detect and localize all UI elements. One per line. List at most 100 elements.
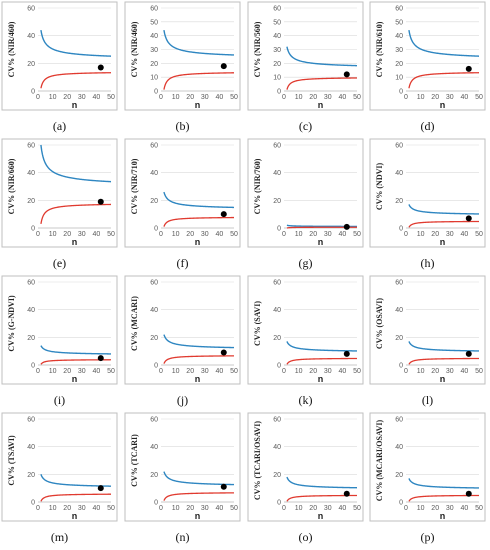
- x-tick-label: 10: [49, 505, 57, 512]
- y-tick-label: 60: [395, 280, 403, 287]
- lower-series-line: [408, 72, 480, 89]
- y-axis-label: CV% (TSAVI): [7, 435, 16, 486]
- chart-panel-o: 0 20 40 60 0 10 20 30 40 50 n CV% (TCARI/OSAVI) (o): [247, 412, 364, 544]
- observed-point: [343, 490, 350, 497]
- chart-panel-c: 0 10 20 30 40 50 60 0 10 20 30 40 50 n CV% (NIR/560) (c…: [247, 1, 364, 133]
- y-tick-label: 0: [154, 226, 158, 233]
- y-tick-label: 40: [273, 307, 281, 314]
- y-tick-label: 60: [150, 6, 158, 13]
- x-axis-label: n: [318, 237, 324, 247]
- y-tick-label: 10: [395, 75, 403, 82]
- x-tick-label: 50: [353, 94, 361, 101]
- y-tick-label: 30: [395, 47, 403, 54]
- panel-caption: (b): [176, 119, 190, 133]
- y-tick-label: 40: [150, 170, 158, 177]
- panel-caption: (a): [53, 119, 66, 133]
- x-tick-label: 10: [295, 94, 303, 101]
- x-axis-label: n: [72, 100, 78, 110]
- y-tick-label: 60: [273, 6, 281, 13]
- y-tick-label: 0: [399, 500, 403, 507]
- x-tick-label: 30: [446, 94, 454, 101]
- panel-caption: (m): [51, 530, 68, 544]
- x-tick-label: 0: [404, 505, 408, 512]
- panel-caption: (f): [177, 256, 189, 270]
- panel-caption: (i): [54, 393, 65, 407]
- x-tick-label: 10: [172, 505, 180, 512]
- x-tick-label: 20: [431, 505, 439, 512]
- y-tick-label: 20: [395, 61, 403, 68]
- x-axis-label: n: [440, 237, 446, 247]
- y-tick-label: 40: [395, 444, 403, 451]
- y-tick-label: 60: [150, 280, 158, 287]
- upper-series-line: [408, 204, 480, 215]
- observed-point: [97, 198, 104, 205]
- panel-frame: [1, 275, 118, 385]
- x-tick-label: 30: [201, 505, 209, 512]
- y-tick-label: 60: [273, 143, 281, 150]
- x-tick-label: 40: [339, 231, 347, 238]
- panel-caption: (p): [421, 530, 435, 544]
- lower-series-line: [408, 220, 479, 228]
- x-tick-label: 50: [475, 505, 483, 512]
- x-axis-label: n: [195, 100, 201, 110]
- observed-point: [465, 350, 472, 357]
- x-tick-label: 40: [461, 505, 469, 512]
- y-tick-label: 60: [150, 143, 158, 150]
- y-tick-label: 30: [273, 47, 281, 54]
- y-axis-label: CV% (NIR/560): [253, 21, 262, 77]
- y-tick-label: 20: [395, 198, 403, 205]
- x-tick-label: 0: [159, 505, 163, 512]
- chart-panel-f: 0 20 40 60 0 10 20 30 40 50 n CV% (NIR/710) (f): [124, 138, 241, 270]
- lower-series-line: [286, 77, 358, 90]
- x-axis-label: n: [318, 511, 324, 521]
- observed-point: [465, 490, 472, 497]
- y-tick-label: 0: [399, 363, 403, 370]
- x-tick-label: 30: [324, 368, 332, 375]
- chart-panel-m: 0 20 40 60 0 10 20 30 40 50 n CV% (TSAVI) (m): [1, 412, 118, 544]
- y-tick-label: 20: [150, 61, 158, 68]
- panel-frame: [124, 138, 241, 248]
- lower-series-line: [163, 492, 235, 501]
- y-tick-label: 40: [273, 444, 281, 451]
- chart-panel-i: 0 20 40 60 0 10 20 30 40 50 n CV% (G-NDVI) (i): [1, 275, 118, 407]
- y-tick-label: 20: [273, 61, 281, 68]
- x-tick-label: 0: [36, 231, 40, 238]
- x-tick-label: 10: [49, 231, 57, 238]
- chart-panel-b: 0 10 20 30 40 50 60 0 10 20 30 40 50 n CV% (NIR/460) (b…: [124, 1, 241, 133]
- y-tick-label: 20: [150, 198, 158, 205]
- x-tick-label: 10: [417, 231, 425, 238]
- y-tick-label: 50: [273, 19, 281, 26]
- lower-series-line: [286, 357, 357, 365]
- y-tick-label: 10: [273, 75, 281, 82]
- y-tick-label: 0: [277, 363, 281, 370]
- chart-panel-e: 0 20 40 60 0 10 20 30 40 50 n CV% (NIR/660) (e): [1, 138, 118, 270]
- x-tick-label: 0: [159, 231, 163, 238]
- x-tick-label: 20: [309, 231, 317, 238]
- observed-point: [97, 485, 104, 492]
- x-tick-label: 10: [49, 368, 57, 375]
- y-tick-label: 20: [273, 472, 281, 479]
- x-tick-label: 10: [417, 368, 425, 375]
- y-axis-label: CV% (NIR/610): [375, 21, 384, 77]
- panel-frame: [369, 275, 486, 385]
- x-tick-label: 50: [353, 505, 361, 512]
- x-tick-label: 50: [107, 505, 115, 512]
- panel-caption: (g): [299, 256, 313, 270]
- x-tick-label: 20: [63, 94, 71, 101]
- x-tick-label: 30: [446, 231, 454, 238]
- x-tick-label: 0: [159, 94, 163, 101]
- chart-panel-a: 0 20 40 60 0 10 20 30 40 50 n CV% (NIR/460) (a): [1, 1, 118, 133]
- x-tick-label: 0: [404, 94, 408, 101]
- y-tick-label: 60: [273, 417, 281, 424]
- x-tick-label: 0: [36, 505, 40, 512]
- lower-series-line: [40, 203, 112, 224]
- panel-frame: [247, 275, 364, 385]
- y-tick-label: 40: [27, 33, 35, 40]
- x-tick-label: 50: [230, 505, 238, 512]
- x-tick-label: 30: [446, 505, 454, 512]
- y-axis-label: CV% (OSAVI): [375, 298, 384, 350]
- y-axis-label: CV% (NDVI): [375, 163, 384, 211]
- x-tick-label: 20: [186, 94, 194, 101]
- x-axis-label: n: [72, 237, 78, 247]
- lower-series-line: [163, 355, 235, 364]
